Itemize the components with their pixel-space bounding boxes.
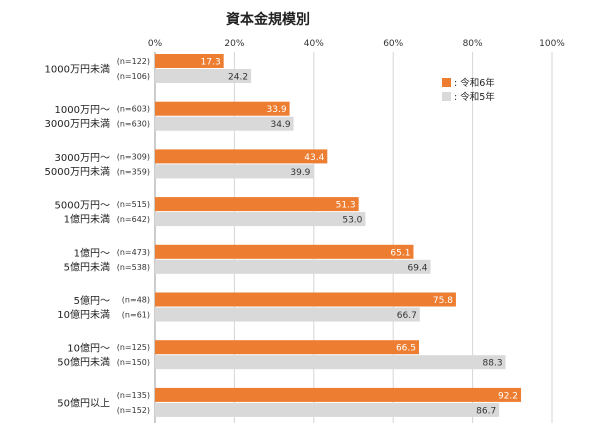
category-label: 5億円未満 (64, 260, 110, 273)
bar-r6 (155, 149, 328, 164)
category-label: 3000万円～ (55, 153, 110, 164)
data-label-r5: 66.7 (397, 311, 417, 321)
bar-r6 (155, 197, 359, 212)
n-label-r6: (n=309) (117, 152, 150, 161)
bar-r5 (155, 355, 506, 370)
x-tick-label: 40% (304, 39, 324, 49)
bar-r6 (155, 244, 414, 259)
legend-label-r6: : 令和6年 (454, 77, 495, 89)
bar-r6 (155, 54, 224, 68)
category-label: 10億円未満 (57, 308, 110, 321)
bar-r5 (155, 307, 420, 322)
n-label-r6: (n=515) (117, 200, 150, 209)
x-tick-label: 0% (148, 39, 163, 49)
data-label-r5: 34.9 (271, 120, 291, 130)
category-label: 50億円以上 (57, 396, 110, 409)
x-tick-label: 60% (383, 39, 403, 49)
n-label-r5: (n=630) (117, 120, 150, 129)
bars: 17.3 24.2 33.9 34.9 43.4 39.9 51.3 53.0 65.1 69.4… (155, 54, 522, 417)
category-label: 50億円未満 (57, 356, 110, 369)
n-label-r6: (n=125) (117, 343, 150, 352)
category-label: 5000万円未満 (45, 166, 110, 178)
chart-title: 資本金規模別 (226, 11, 310, 28)
data-label-r6: 66.5 (396, 344, 416, 354)
n-label-r6: (n=603) (117, 105, 150, 114)
n-label-r5: (n=642) (117, 215, 150, 224)
bar-r6 (155, 101, 290, 116)
x-tick-labels: 0% 20% 40% 60% 80% 100% (148, 39, 565, 49)
legend-label-r5: : 令和5年 (454, 91, 495, 103)
data-label-r6: 33.9 (267, 105, 287, 115)
n-label-r5: (n=152) (117, 406, 150, 415)
bar-r6 (155, 292, 456, 307)
n-label-r5: (n=61) (122, 311, 150, 320)
n-label-r5: (n=150) (117, 358, 150, 367)
bar-r5 (155, 212, 366, 227)
n-label-r5: (n=538) (117, 263, 150, 272)
n-label-r5: (n=359) (117, 167, 150, 176)
data-label-r6: 43.4 (304, 153, 324, 163)
bar-r5 (155, 116, 294, 131)
data-label-r6: 51.3 (336, 201, 356, 211)
bar-r5 (155, 69, 252, 83)
n-label-r6: (n=122) (117, 57, 150, 66)
data-label-r5: 88.3 (483, 359, 503, 369)
category-label: 1億円未満 (64, 213, 110, 226)
bar-r6 (155, 387, 522, 402)
x-tick-label: 20% (224, 39, 244, 49)
data-label-r6: 75.8 (433, 296, 453, 306)
legend-swatch-r5 (442, 92, 451, 101)
data-label-r6: 65.1 (390, 248, 410, 258)
data-label-r5: 69.4 (407, 263, 427, 273)
x-tick-label: 100% (539, 39, 565, 49)
category-label: 1億円～ (74, 246, 110, 259)
legend: : 令和6年 : 令和5年 (442, 77, 495, 103)
data-label-r6: 92.2 (498, 391, 518, 401)
category-label: 3000万円未満 (45, 118, 110, 130)
data-label-r6: 17.3 (201, 58, 221, 68)
data-label-r5: 53.0 (342, 216, 362, 226)
n-label-r6: (n=473) (117, 248, 150, 257)
data-label-r5: 39.9 (290, 168, 310, 178)
category-label: 10億円～ (67, 342, 110, 355)
bar-r6 (155, 340, 420, 355)
bar-r5 (155, 402, 500, 417)
legend-swatch-r6 (442, 78, 451, 87)
category-label: 1000万円～ (55, 105, 110, 116)
category-label: 5億円～ (74, 294, 110, 307)
bar-r5 (155, 259, 431, 274)
n-label-r6: (n=48) (122, 296, 150, 305)
category-label: 1000万円未満 (45, 64, 110, 76)
category-label: 5000万円～ (55, 201, 110, 212)
data-label-r5: 24.2 (228, 73, 248, 83)
data-label-r5: 86.7 (476, 406, 496, 416)
n-label-r5: (n=106) (117, 72, 150, 81)
n-label-r6: (n=135) (117, 391, 150, 400)
bar-r5 (155, 164, 314, 179)
category-labels: (n=122) (n=106) 1000万円未満 (n=603) (n=630) 1000… (45, 57, 150, 415)
x-tick-label: 80% (463, 39, 483, 49)
